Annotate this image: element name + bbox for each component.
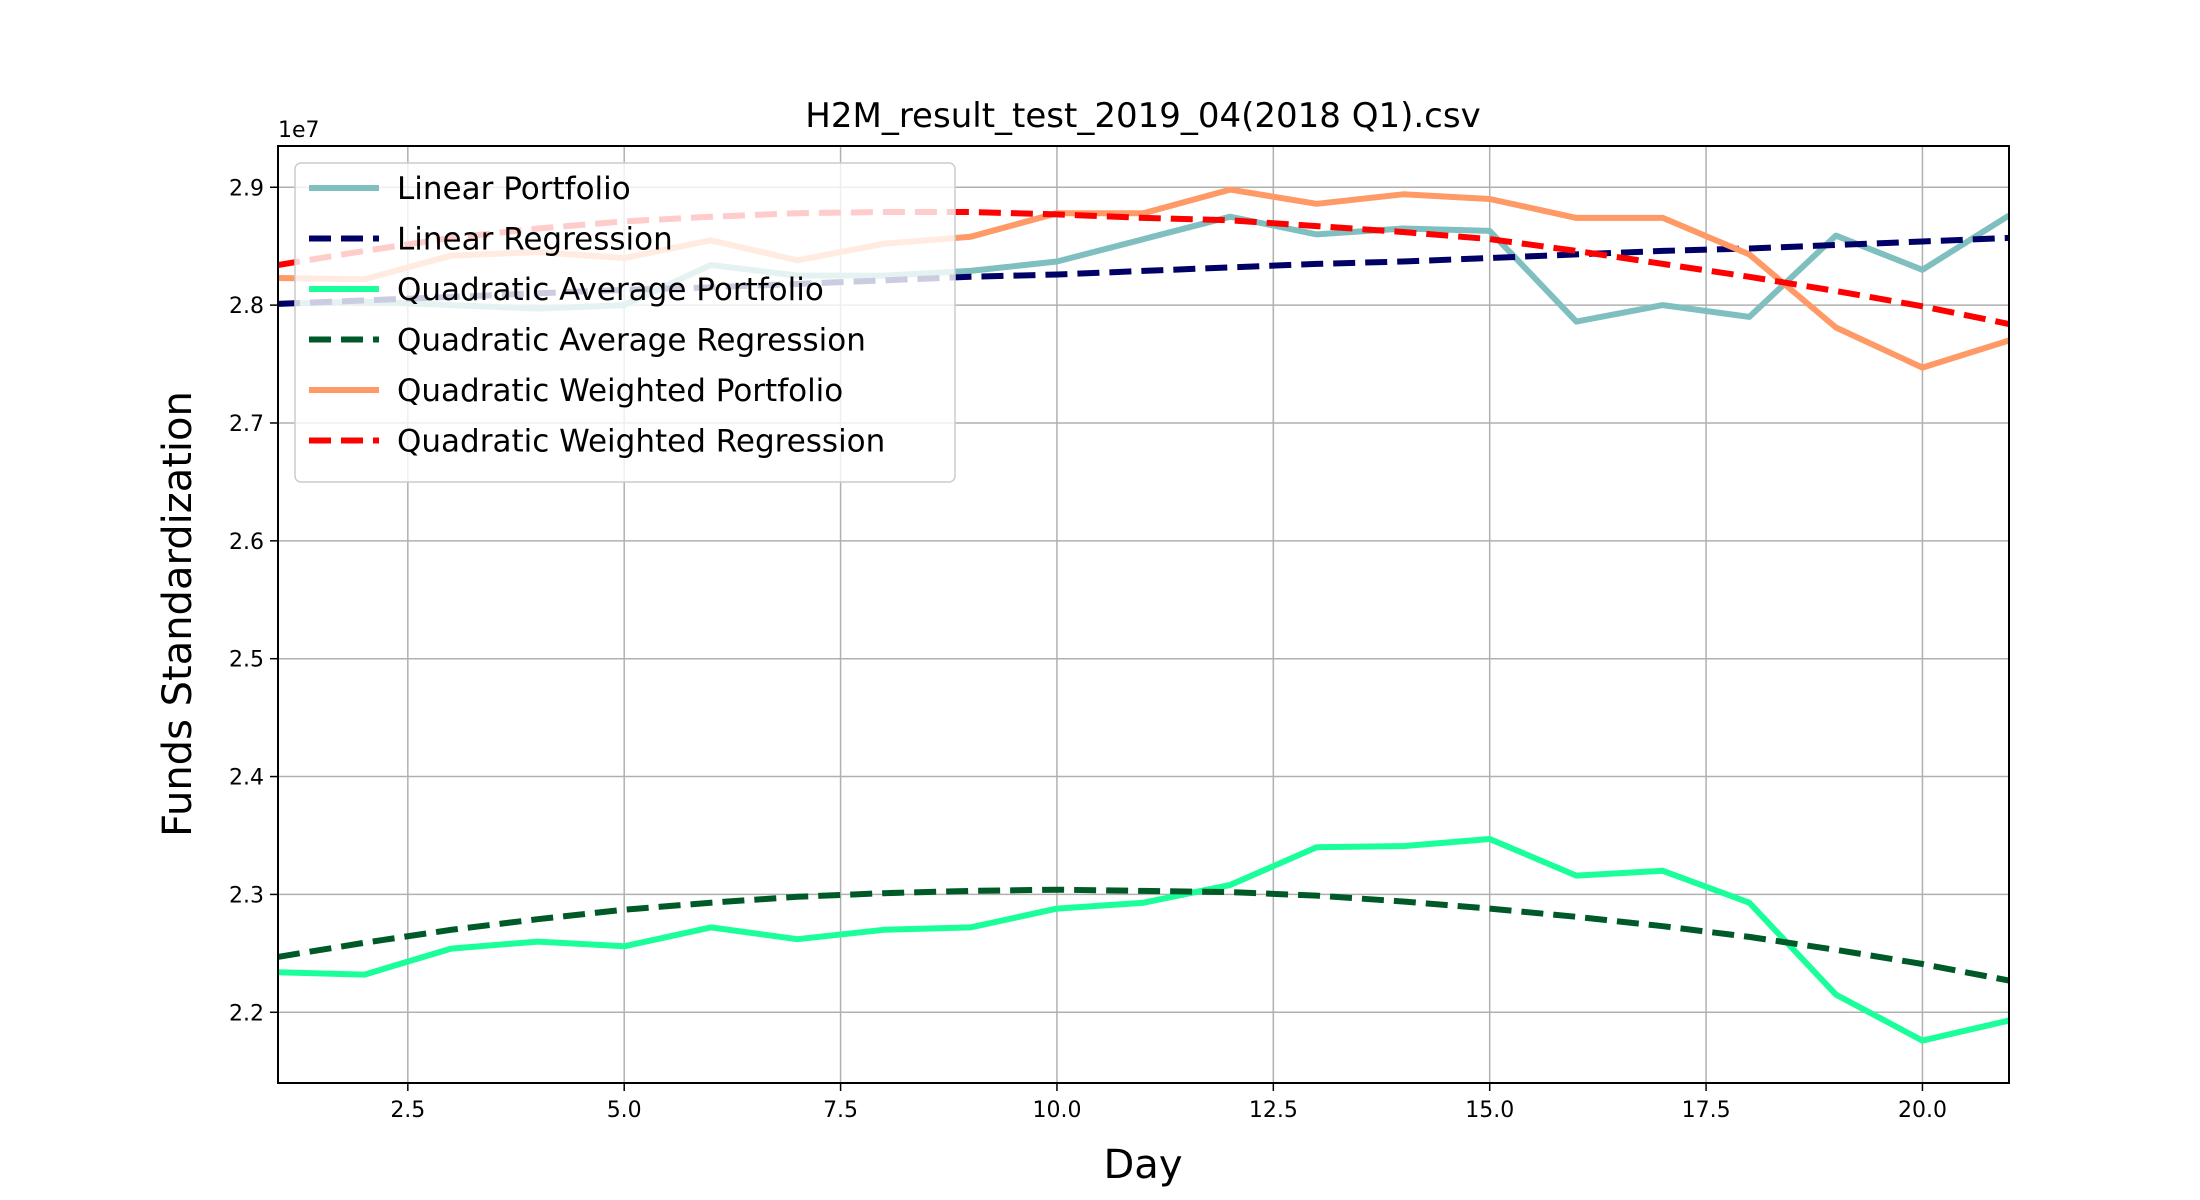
legend-entry-label: Quadratic Weighted Regression [397,424,885,460]
legend-box [294,162,956,483]
legend: Linear Portfolio Linear Regression Quadrat… [294,162,956,483]
y-tick-label: 2.6 [229,530,264,555]
legend-entry-label: Linear Regression [397,222,673,258]
y-tick-label: 2.4 [229,766,264,791]
legend-entry-label: Linear Portfolio [397,171,631,207]
x-tick-label: 12.5 [1249,1098,1298,1123]
y-axis-label: Funds Standardization [155,391,201,837]
plot-frame [277,145,2010,1084]
x-tick-label: 17.5 [1682,1098,1731,1123]
y-offset-label: 1e7 [278,118,320,143]
series-line-quadratic-average-portfolio [278,836,2009,1044]
y-tick-label: 2.5 [229,648,264,673]
y-tick-label: 2.2 [229,1001,264,1026]
legend-entry-label: Quadratic Average Regression [397,323,866,359]
x-tick-label: 2.5 [390,1098,425,1123]
x-tick-label: 20.0 [1898,1098,1947,1123]
axis-ticks: 2.5 5.0 7.5 10.0 12.5 15.0 17.5 20.0 2.2 2.3 2.4 2.… [229,176,1947,1123]
y-tick-label: 2.3 [229,883,264,908]
series-line-quadratic-average-regression [278,886,2009,984]
x-tick-label: 7.5 [823,1098,858,1123]
x-axis-label: Day [1104,1142,1183,1188]
legend-entry-label: Quadratic Weighted Portfolio [397,373,843,409]
y-tick-label: 2.8 [229,294,264,319]
y-tick-label: 2.9 [229,176,264,201]
grid [278,146,2009,1083]
chart-title: H2M_result_test_2019_04(2018 Q1).csv [805,96,1480,136]
x-tick-label: 15.0 [1465,1098,1514,1123]
y-tick-label: 2.7 [229,412,264,437]
x-tick-label: 10.0 [1032,1098,1081,1123]
x-tick-label: 5.0 [607,1098,642,1123]
legend-entry-label: Quadratic Average Portfolio [397,272,824,308]
